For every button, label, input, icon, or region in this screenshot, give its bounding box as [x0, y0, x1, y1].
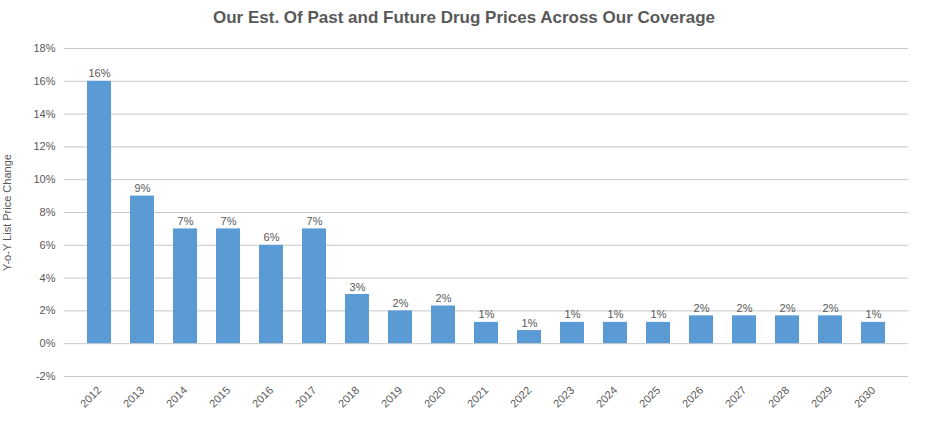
svg-text:1%: 1%	[608, 308, 624, 320]
html-text:Our Est. Of Past and Future Dr: Our Est. Of Past and Future Drug Prices …	[213, 8, 715, 27]
svg-text:3%: 3%	[350, 281, 366, 293]
svg-text:18%: 18%	[33, 42, 55, 54]
svg-text:-2%: -2%	[36, 370, 56, 382]
svg-text:4%: 4%	[40, 272, 56, 284]
svg-text:2%: 2%	[694, 302, 710, 314]
svg-text:2013: 2013	[121, 384, 147, 410]
svg-text:7%: 7%	[307, 215, 323, 227]
svg-text:8%: 8%	[40, 206, 56, 218]
svg-text:1%: 1%	[651, 308, 667, 320]
svg-text:2017: 2017	[293, 384, 319, 410]
svg-text:1%: 1%	[479, 308, 495, 320]
svg-text:16%: 16%	[88, 67, 110, 79]
svg-text:2015: 2015	[207, 384, 233, 410]
svg-text:2027: 2027	[723, 384, 749, 410]
svg-text:2019: 2019	[379, 384, 405, 410]
svg-text:2030: 2030	[852, 384, 878, 410]
svg-text:14%: 14%	[33, 108, 55, 120]
svg-text:2025: 2025	[637, 384, 663, 410]
svg-text:7%: 7%	[178, 215, 194, 227]
svg-text:2029: 2029	[809, 384, 835, 410]
svg-text:2%: 2%	[40, 304, 56, 316]
svg-text:0%: 0%	[40, 337, 56, 349]
svg-text:2022: 2022	[508, 384, 534, 410]
svg-text:6%: 6%	[264, 231, 280, 243]
svg-text:16%: 16%	[33, 75, 55, 87]
svg-text:2018: 2018	[336, 384, 362, 410]
svg-text:2016: 2016	[250, 384, 276, 410]
svg-text:7%: 7%	[221, 215, 237, 227]
svg-text:2020: 2020	[422, 384, 448, 410]
svg-text:2021: 2021	[465, 384, 491, 410]
svg-text:9%: 9%	[135, 182, 151, 194]
svg-text:10%: 10%	[33, 173, 55, 185]
svg-text:2028: 2028	[766, 384, 792, 410]
svg-text:6%: 6%	[40, 239, 56, 251]
svg-text:1%: 1%	[565, 308, 581, 320]
svg-text:2024: 2024	[594, 384, 620, 410]
svg-text:1%: 1%	[522, 317, 538, 329]
svg-text:2026: 2026	[680, 384, 706, 410]
svg-text:2014: 2014	[164, 384, 190, 410]
svg-text:Y-o-Y List Price Change: Y-o-Y List Price Change	[1, 154, 13, 271]
svg-text:2%: 2%	[436, 292, 452, 304]
svg-text:2%: 2%	[737, 302, 753, 314]
svg-text:2%: 2%	[823, 302, 839, 314]
svg-text:2%: 2%	[780, 302, 796, 314]
svg-text:2012: 2012	[78, 384, 104, 410]
svg-text:12%: 12%	[33, 140, 55, 152]
svg-text:2023: 2023	[551, 384, 577, 410]
svg-text:2%: 2%	[393, 297, 409, 309]
svg-text:1%: 1%	[866, 308, 882, 320]
